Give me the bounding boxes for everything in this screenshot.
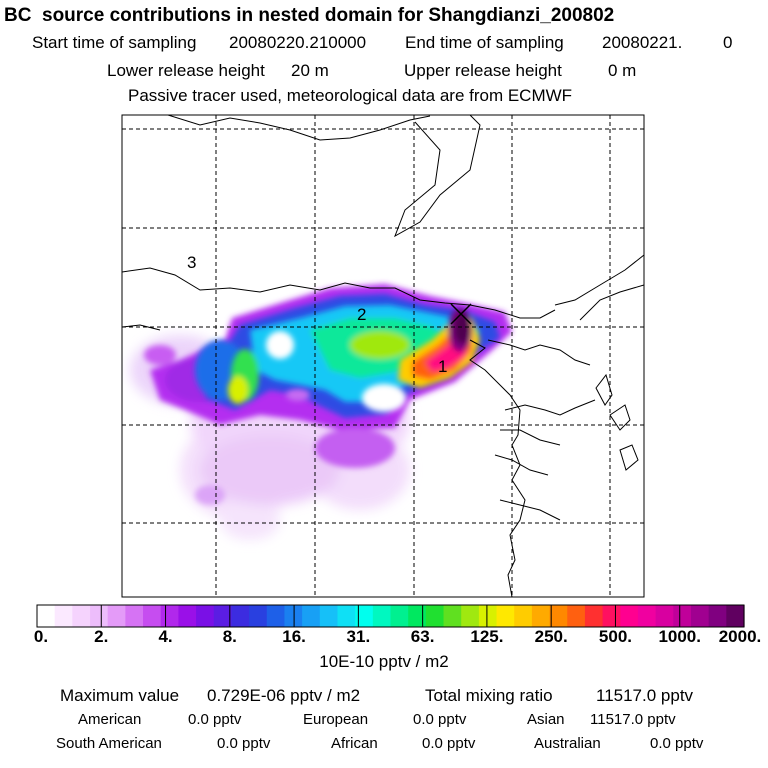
- region-name-european: European: [303, 711, 369, 728]
- lower-release-label: Lower release height: [107, 61, 265, 80]
- end-time-extra: 0: [723, 33, 733, 52]
- colorbar-swatch: [231, 605, 250, 627]
- region-value-asian: 11517.0 pptv: [590, 711, 676, 728]
- colorbar-tick-label: 63.: [410, 627, 435, 646]
- region-name-african: African: [331, 735, 378, 752]
- colorbar-tick-label: 2.: [94, 627, 109, 646]
- colorbar-tick-label: 4.: [158, 627, 173, 646]
- region-label-1: 1: [438, 357, 447, 376]
- colorbar-swatch: [390, 605, 409, 627]
- colorbar-swatch: [726, 605, 745, 627]
- colorbar-swatch: [284, 605, 303, 627]
- colorbar-swatch: [425, 605, 445, 627]
- colorbar-swatch: [337, 605, 356, 627]
- colorbar-swatch: [602, 605, 621, 627]
- colorbar-tick-label: 8.: [222, 627, 237, 646]
- colorbar-swatch: [690, 605, 710, 627]
- upper-release-label: Upper release height: [404, 61, 562, 80]
- colorbar-swatch: [72, 605, 91, 627]
- region-name-american: American: [78, 711, 142, 728]
- region-value-european: 0.0 pptv: [413, 711, 467, 728]
- colorbar-swatch: [673, 605, 692, 627]
- region-label-3: 3: [187, 253, 196, 272]
- colorbar-swatch: [143, 605, 162, 627]
- map-frame: [121, 114, 645, 598]
- lower-release-value: 20 m: [291, 61, 329, 80]
- colorbar-swatch: [496, 605, 515, 627]
- end-time-label: End time of sampling: [405, 33, 564, 52]
- colorbar-tick-label: 125.: [470, 627, 504, 646]
- colorbar-swatch: [37, 605, 56, 627]
- upper-release-value: 0 m: [608, 61, 637, 80]
- start-time-value: 20080220.210000: [229, 33, 367, 52]
- max-value-label: Maximum value: [60, 686, 180, 705]
- colorbar-swatch: [213, 605, 233, 627]
- colorbar-frame: [36, 604, 745, 628]
- receptor-x-marker-icon: [450, 303, 472, 325]
- colorbar-unit: 10E-10 pptv / m2: [319, 652, 449, 671]
- colorbar-swatch: [478, 605, 498, 627]
- colorbar-swatch: [319, 605, 339, 627]
- colorbar-swatch: [443, 605, 462, 627]
- region-value-african: 0.0 pptv: [422, 735, 476, 752]
- colorbar-swatch: [302, 605, 321, 627]
- colorbar-swatch: [708, 605, 727, 627]
- colorbar-swatch: [196, 605, 215, 627]
- region-value-american: 0.0 pptv: [188, 711, 242, 728]
- colorbar-swatch: [408, 605, 427, 627]
- colorbar-swatch: [249, 605, 268, 627]
- colorbar-swatch: [90, 605, 109, 627]
- colorbar-swatch: [637, 605, 657, 627]
- colorbar-swatch: [461, 605, 480, 627]
- colorbar-swatch: [584, 605, 604, 627]
- colorbar-swatch: [107, 605, 126, 627]
- colorbar: [37, 605, 745, 627]
- region-value-australian: 0.0 pptv: [650, 735, 704, 752]
- map-grid: [122, 115, 644, 597]
- colorbar-tick-label: 16.: [282, 627, 306, 646]
- total-mixing-value: 11517.0 pptv: [596, 686, 694, 705]
- region-name-asian: Asian: [527, 711, 565, 728]
- colorbar-tick-label: 0.: [33, 627, 49, 646]
- concentration-field: [122, 115, 644, 597]
- total-mixing-label: Total mixing ratio: [425, 686, 553, 705]
- colorbar-swatch: [620, 605, 639, 627]
- colorbar-swatch: [567, 605, 586, 627]
- colorbar-tick-label: 2000.: [718, 627, 762, 646]
- colorbar-swatch: [655, 605, 674, 627]
- colorbar-swatch: [54, 605, 73, 627]
- colorbar-swatch: [531, 605, 551, 627]
- page-title: BC source contributions in nested domain…: [4, 5, 615, 26]
- colorbar-tick-label: 31.: [346, 627, 371, 646]
- colorbar-swatch: [514, 605, 533, 627]
- max-value: 0.729E-06 pptv / m2: [207, 686, 361, 705]
- colorbar-swatch: [372, 605, 392, 627]
- coastlines: [122, 115, 644, 597]
- region-name-australian: Australian: [534, 735, 601, 752]
- end-time-value: 20080221.: [602, 33, 683, 52]
- colorbar-swatch: [125, 605, 144, 627]
- colorbar-tick-label: 500.: [598, 627, 632, 646]
- colorbar-tick-marks: [100, 605, 681, 627]
- colorbar-tick-label: 1000.: [658, 627, 701, 646]
- colorbar-swatch: [549, 605, 568, 627]
- colorbar-tick-label: 250.: [534, 627, 568, 646]
- tracer-note: Passive tracer used, meteorological data…: [128, 86, 573, 105]
- region-name-south-american: South American: [56, 735, 162, 752]
- colorbar-swatch: [160, 605, 180, 627]
- colorbar-swatch: [266, 605, 286, 627]
- region-value-south-american: 0.0 pptv: [217, 735, 271, 752]
- region-label-2: 2: [357, 305, 366, 324]
- colorbar-swatch: [178, 605, 197, 627]
- colorbar-swatch: [355, 605, 374, 627]
- start-time-label: Start time of sampling: [32, 33, 197, 52]
